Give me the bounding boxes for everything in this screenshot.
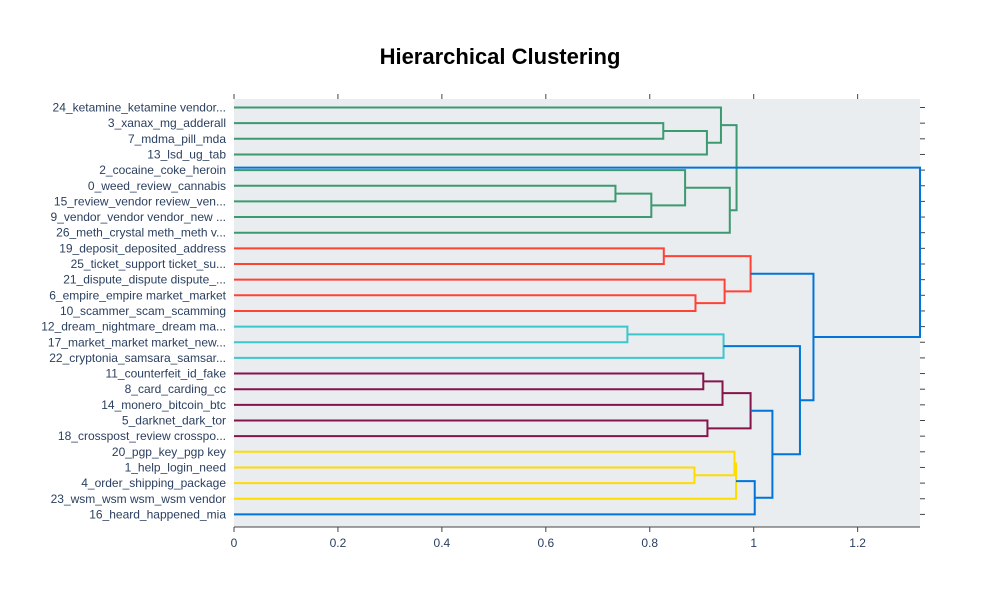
x-tick-label: 1 — [750, 536, 757, 550]
dendrogram-link — [234, 450, 736, 477]
leaf-label: 12_dream_nightmare_dream ma... — [41, 320, 226, 334]
leaf-label: 3_xanax_mg_adderall — [108, 116, 226, 130]
leaf-label: 6_empire_empire market_market — [49, 288, 226, 302]
leaf-label: 14_monero_bitcoin_btc — [101, 398, 226, 412]
chart-title: Hierarchical Clustering — [380, 44, 621, 69]
dendrogram-link — [234, 380, 724, 406]
x-tick-label: 0.2 — [330, 536, 347, 550]
dendrogram-link — [234, 480, 756, 516]
x-tick-label: 0.8 — [641, 536, 658, 550]
leaf-label: 15_review_vendor review_ven... — [54, 194, 226, 208]
leaf-label: 9_vendor_vendor vendor_new ... — [51, 210, 226, 224]
x-tick-label: 0.4 — [434, 536, 451, 550]
leaf-label: 11_counterfeit_id_fake — [105, 367, 226, 381]
dendrogram-link — [234, 106, 722, 144]
leaf-label: 2_cocaine_coke_heroin — [99, 163, 226, 177]
leaf-label: 7_mdma_pill_mda — [128, 132, 226, 146]
x-tick-label: 1.2 — [849, 536, 866, 550]
leaf-label: 16_heard_happened_mia — [89, 507, 226, 521]
x-tick-label: 0.6 — [537, 536, 554, 550]
leaf-label: 18_crosspost_review crosspo... — [58, 429, 226, 443]
plot-background — [234, 99, 920, 527]
dendrogram-link — [234, 247, 665, 265]
dendrogram-links — [234, 106, 921, 516]
dendrogram-link — [234, 129, 708, 156]
leaf-label: 25_ticket_support ticket_su... — [71, 257, 226, 271]
leaf-label: 1_help_login_need — [125, 460, 226, 474]
dendrogram-link — [234, 372, 705, 391]
top-axis-ticks — [233, 94, 859, 99]
leaf-label: 22_cryptonia_samsara_samsar... — [49, 351, 226, 365]
leaf-label: 10_scammer_scam_scamming — [60, 304, 226, 318]
dendrogram-link — [234, 462, 738, 500]
dendrogram-link — [750, 272, 815, 402]
leaf-label: 0_weed_review_cannabis — [88, 179, 226, 193]
x-axis: 0 0.2 0.4 0.6 0.8 1 1.2 — [231, 526, 920, 550]
leaf-label: 4_order_shipping_package — [81, 476, 226, 490]
leaf-label: 21_dispute_dispute dispute_... — [63, 273, 226, 287]
dendrogram-link — [750, 409, 774, 499]
leaf-label: 23_wsm_wsm wsm_wsm vendor — [51, 492, 226, 506]
leaf-label: 20_pgp_key_pgp key — [112, 445, 226, 459]
leaf-label: 26_meth_crystal meth_meth v... — [56, 226, 226, 240]
leaf-label: 24_ketamine_ketamine vendor... — [53, 101, 226, 115]
leaf-label: 17_market_market market_new... — [48, 335, 226, 349]
dendrogram-link — [234, 166, 921, 338]
leaf-label: 8_card_carding_cc — [125, 382, 226, 396]
x-tick-label: 0 — [231, 536, 238, 550]
leaf-label: 19_deposit_deposited_address — [59, 241, 226, 255]
leaf-label: 13_lsd_ug_tab — [147, 147, 226, 161]
leaf-label: 5_darknet_dark_tor — [122, 414, 226, 428]
leaf-labels: 24_ketamine_ketamine vendor...3_xanax_mg… — [41, 101, 226, 522]
